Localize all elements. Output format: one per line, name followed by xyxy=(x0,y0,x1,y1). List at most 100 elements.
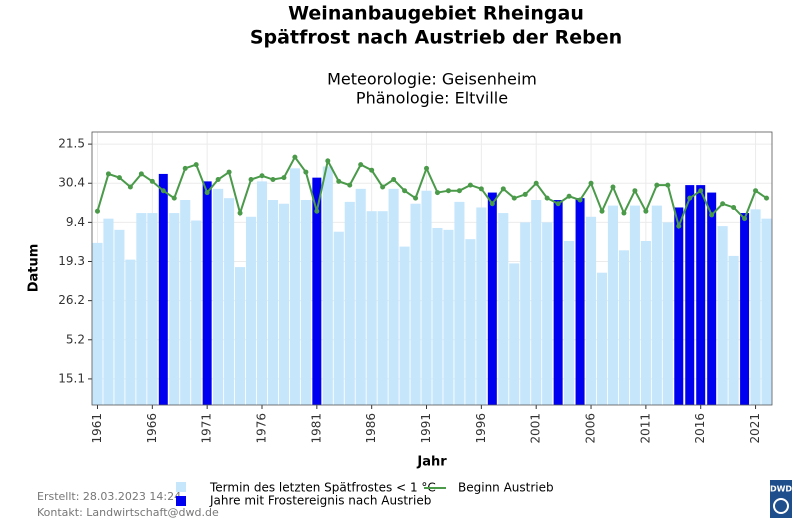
line-point xyxy=(160,188,166,194)
bar xyxy=(322,166,333,405)
bar xyxy=(158,173,168,405)
line-point xyxy=(577,197,583,203)
line-point xyxy=(127,184,133,190)
bar xyxy=(289,168,300,405)
line-point xyxy=(544,195,550,201)
line-point xyxy=(588,180,594,186)
bar xyxy=(476,207,487,405)
line-point xyxy=(171,195,177,201)
bar xyxy=(191,220,202,405)
bar xyxy=(312,177,322,405)
bar xyxy=(213,188,224,405)
line-point xyxy=(94,208,100,214)
line-point xyxy=(566,193,572,199)
chart-title: Weinanbaugebiet Rheingau xyxy=(288,3,584,25)
line-point xyxy=(764,195,770,201)
x-tick-label: 1976 xyxy=(255,413,269,444)
line-point xyxy=(478,186,484,192)
bar xyxy=(531,200,542,405)
bar xyxy=(553,200,563,405)
x-tick-label: 2021 xyxy=(748,413,762,444)
line-point xyxy=(687,195,693,201)
bar xyxy=(520,222,531,405)
bar xyxy=(300,200,311,405)
line-point xyxy=(698,188,704,194)
chart-subtitle: Phänologie: Eltville xyxy=(356,89,508,108)
line-point xyxy=(720,201,726,207)
bar xyxy=(487,192,497,405)
bar xyxy=(662,222,673,405)
bar xyxy=(224,198,235,405)
line-point xyxy=(336,178,342,184)
y-tick-label: 19.3 xyxy=(58,254,85,268)
bar xyxy=(103,218,114,405)
y-tick-label: 30.4 xyxy=(58,176,85,190)
line-point xyxy=(248,177,254,183)
bar xyxy=(585,216,597,405)
bar xyxy=(607,205,619,405)
line-point xyxy=(281,175,287,181)
x-tick-label: 1986 xyxy=(364,413,378,444)
line-point xyxy=(380,184,386,190)
bar xyxy=(618,250,629,405)
line xyxy=(96,155,768,230)
bar xyxy=(696,185,706,405)
bar xyxy=(125,259,136,405)
bar xyxy=(92,242,103,405)
bar xyxy=(147,213,158,405)
bar xyxy=(651,205,662,405)
line-point xyxy=(599,208,605,214)
line-point xyxy=(347,182,353,188)
bar xyxy=(707,192,717,405)
line-point xyxy=(676,223,682,229)
x-tick-label: 2016 xyxy=(693,413,707,444)
line-point xyxy=(182,165,188,171)
bar xyxy=(498,213,509,405)
footer: Erstellt: 28.03.2023 14:24 xyxy=(37,490,181,503)
bar xyxy=(256,181,268,405)
bar xyxy=(278,203,289,405)
y-tick-label: 5.2 xyxy=(66,332,85,346)
line-point xyxy=(105,171,111,177)
line-point xyxy=(643,208,649,214)
line-point xyxy=(358,162,364,168)
bar xyxy=(410,203,421,405)
bar xyxy=(169,213,180,405)
x-tick-label: 1981 xyxy=(309,413,323,444)
line-point xyxy=(215,177,221,183)
chart-subtitle: Meteorologie: Geisenheim xyxy=(327,70,537,89)
line-point xyxy=(456,188,462,194)
line-point xyxy=(500,186,506,192)
bar xyxy=(564,241,575,405)
y-tick-label: 21.5 xyxy=(58,137,85,151)
bar xyxy=(355,188,366,405)
x-tick-label: 1991 xyxy=(419,413,433,444)
line-point xyxy=(654,182,660,188)
bar xyxy=(366,211,377,405)
bar xyxy=(509,263,520,405)
line-point xyxy=(621,210,627,216)
line-point xyxy=(314,208,320,214)
bar xyxy=(596,272,608,405)
bar xyxy=(750,209,761,405)
legend-label: Termin des letzten Spätfrostes < 1 °C xyxy=(209,481,436,495)
line-point xyxy=(369,167,375,173)
bar xyxy=(432,227,443,405)
line-point xyxy=(303,169,309,175)
line-point xyxy=(533,180,539,186)
line-point xyxy=(434,190,440,196)
line-point xyxy=(259,173,265,179)
line-point xyxy=(489,201,495,207)
bar xyxy=(421,190,432,405)
x-tick-label: 2006 xyxy=(584,413,598,444)
x-tick-label: 1961 xyxy=(90,413,104,444)
line-point xyxy=(193,162,199,168)
line-point xyxy=(522,191,528,197)
bar xyxy=(399,246,410,405)
legend-swatch xyxy=(176,496,186,506)
bar xyxy=(674,207,684,405)
line-point xyxy=(237,210,243,216)
line-point xyxy=(709,212,715,218)
bar xyxy=(377,211,388,405)
